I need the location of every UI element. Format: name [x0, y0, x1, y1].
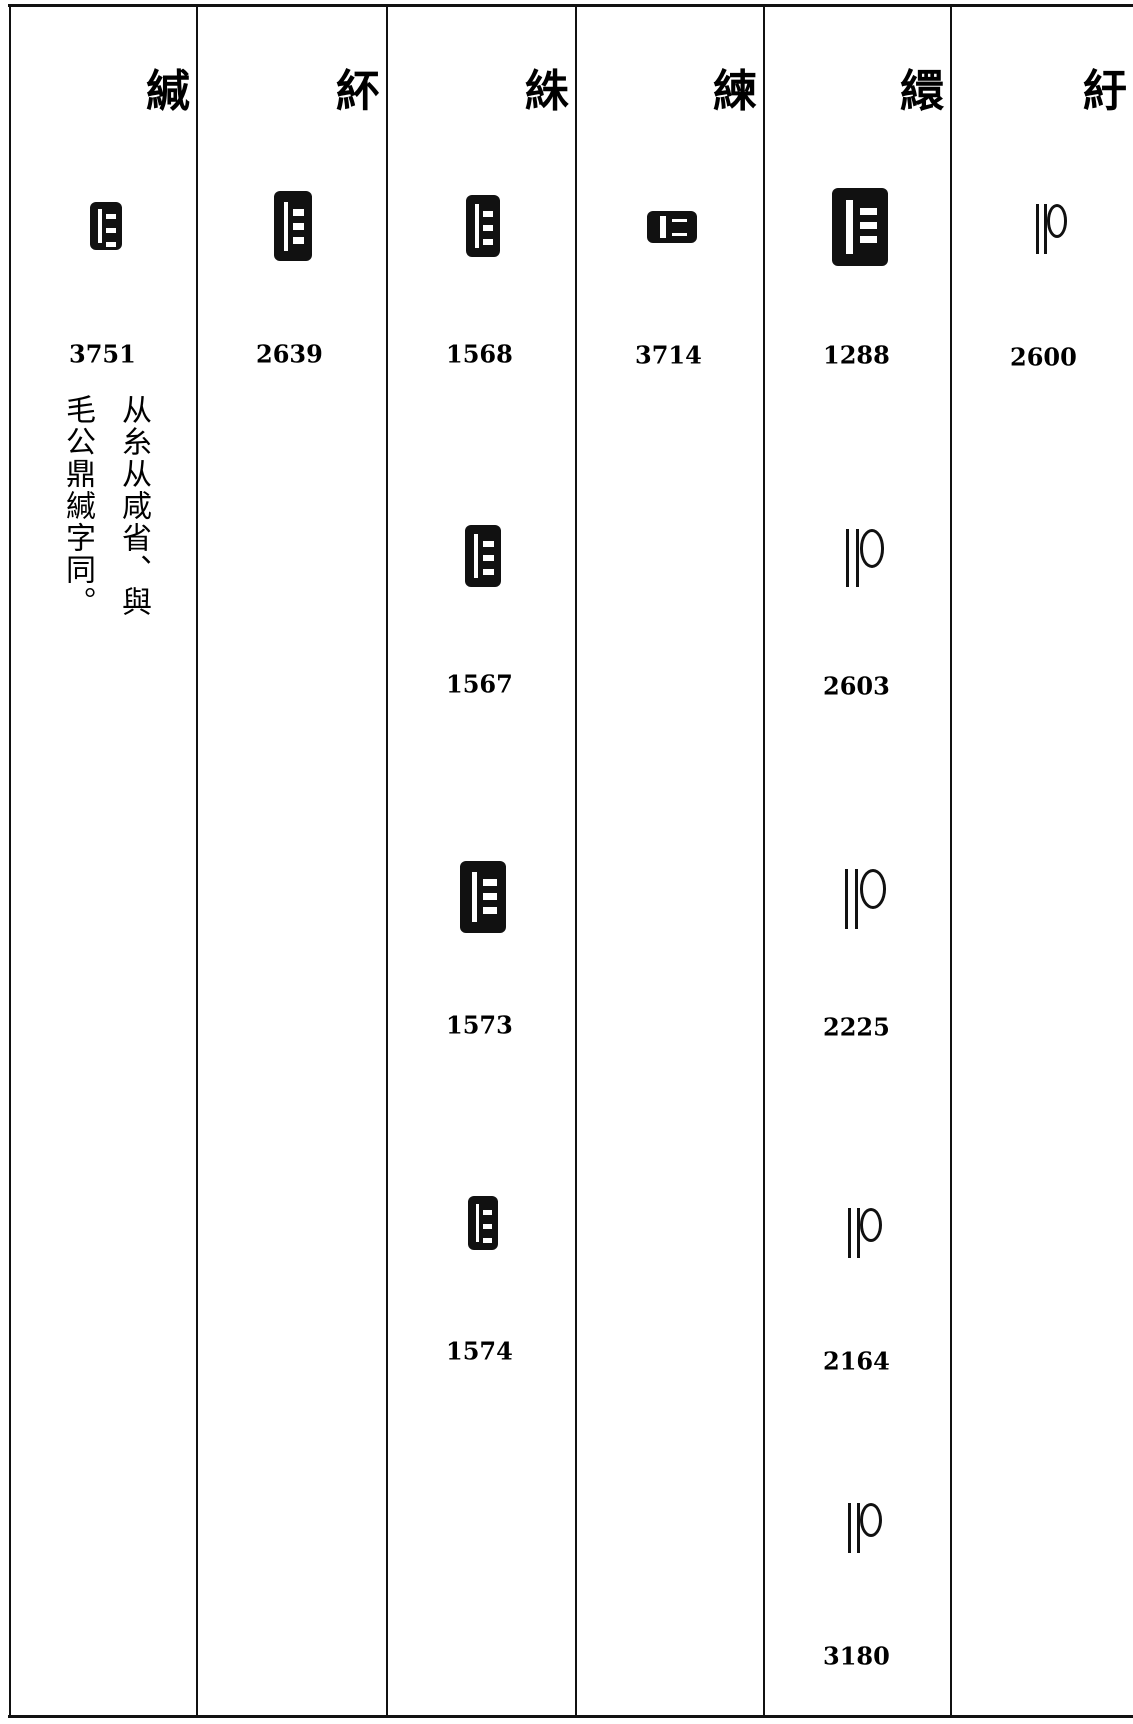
column-heading: 紆 — [1083, 66, 1127, 117]
column: 緘 3751 从糸从咸省、與 毛公鼎緘字同。 — [9, 6, 196, 1716]
catalog-number: 1573 — [446, 1010, 513, 1040]
catalog-number: 1288 — [823, 340, 890, 370]
seal-image — [90, 202, 122, 250]
seal-image — [835, 862, 886, 936]
catalog-number: 3714 — [635, 340, 702, 370]
seal-image — [832, 188, 888, 266]
seal-image — [274, 191, 312, 261]
seal-image — [840, 1202, 882, 1264]
seal-image — [465, 525, 501, 587]
note-text: 毛公鼎緘字同。 — [60, 394, 95, 618]
seal-image — [1029, 198, 1068, 260]
catalog-number: 2225 — [823, 1012, 890, 1042]
page-frame — [8, 4, 1133, 1718]
seal-image — [466, 195, 500, 257]
column: 練 3714 — [575, 6, 763, 1716]
column-heading: 絑 — [525, 66, 569, 117]
catalog-number: 2603 — [823, 671, 890, 701]
seal-image — [647, 211, 697, 243]
seal-image — [460, 861, 506, 933]
column: 繯 1288 2603 2225 2164 3180 — [763, 6, 950, 1716]
catalog-number: 2164 — [823, 1346, 890, 1376]
catalog-number: 1574 — [446, 1336, 513, 1366]
column: 紆 2600 — [950, 6, 1133, 1716]
catalog-number: 1567 — [446, 669, 513, 699]
catalog-number: 1568 — [446, 339, 513, 369]
column-heading: 練 — [713, 66, 757, 117]
catalog-number: 2639 — [256, 339, 323, 369]
seal-image — [840, 1497, 882, 1559]
catalog-number: 2600 — [1010, 342, 1077, 372]
catalog-number: 3180 — [823, 1641, 890, 1671]
column: 紑 2639 — [196, 6, 386, 1716]
seal-image — [837, 522, 885, 594]
catalog-number: 3751 — [69, 339, 136, 369]
note-text: 从糸从咸省、與 — [116, 394, 151, 618]
column: 絑 1568 1567 1573 1574 — [386, 6, 575, 1716]
column-heading: 繯 — [900, 66, 944, 117]
seal-image — [468, 1196, 498, 1250]
column-heading: 紑 — [336, 66, 380, 117]
column-heading: 緘 — [146, 66, 190, 117]
